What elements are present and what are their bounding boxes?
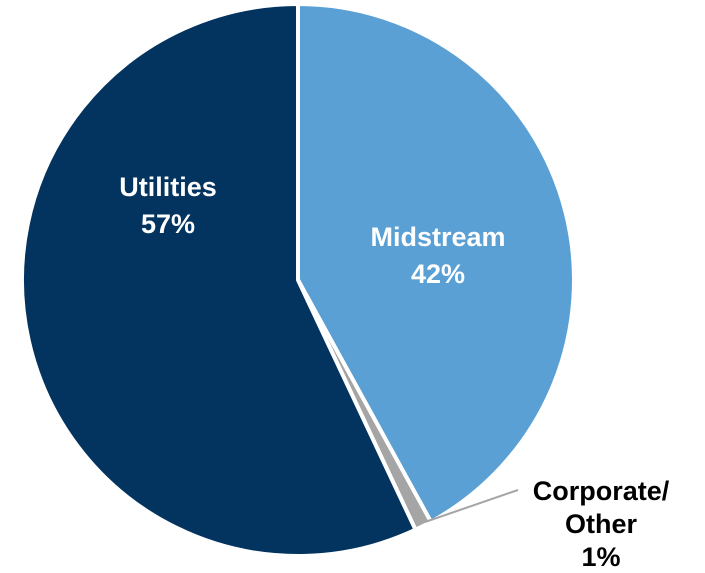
corporate-other-label-line2: Other xyxy=(565,509,638,539)
corporate-other-leader-line xyxy=(424,489,519,523)
corporate-other-label-line1: Corporate/ xyxy=(533,476,670,506)
utilities-slice xyxy=(20,2,418,558)
utilities-value-label: 57% xyxy=(141,209,195,239)
midstream-value-label: 42% xyxy=(411,259,465,289)
pie-slices xyxy=(20,2,576,558)
midstream-label: Midstream xyxy=(370,222,505,252)
corporate-other-value-label: 1% xyxy=(581,542,620,572)
midstream-slice xyxy=(296,2,576,524)
utilities-label: Utilities xyxy=(119,172,217,202)
